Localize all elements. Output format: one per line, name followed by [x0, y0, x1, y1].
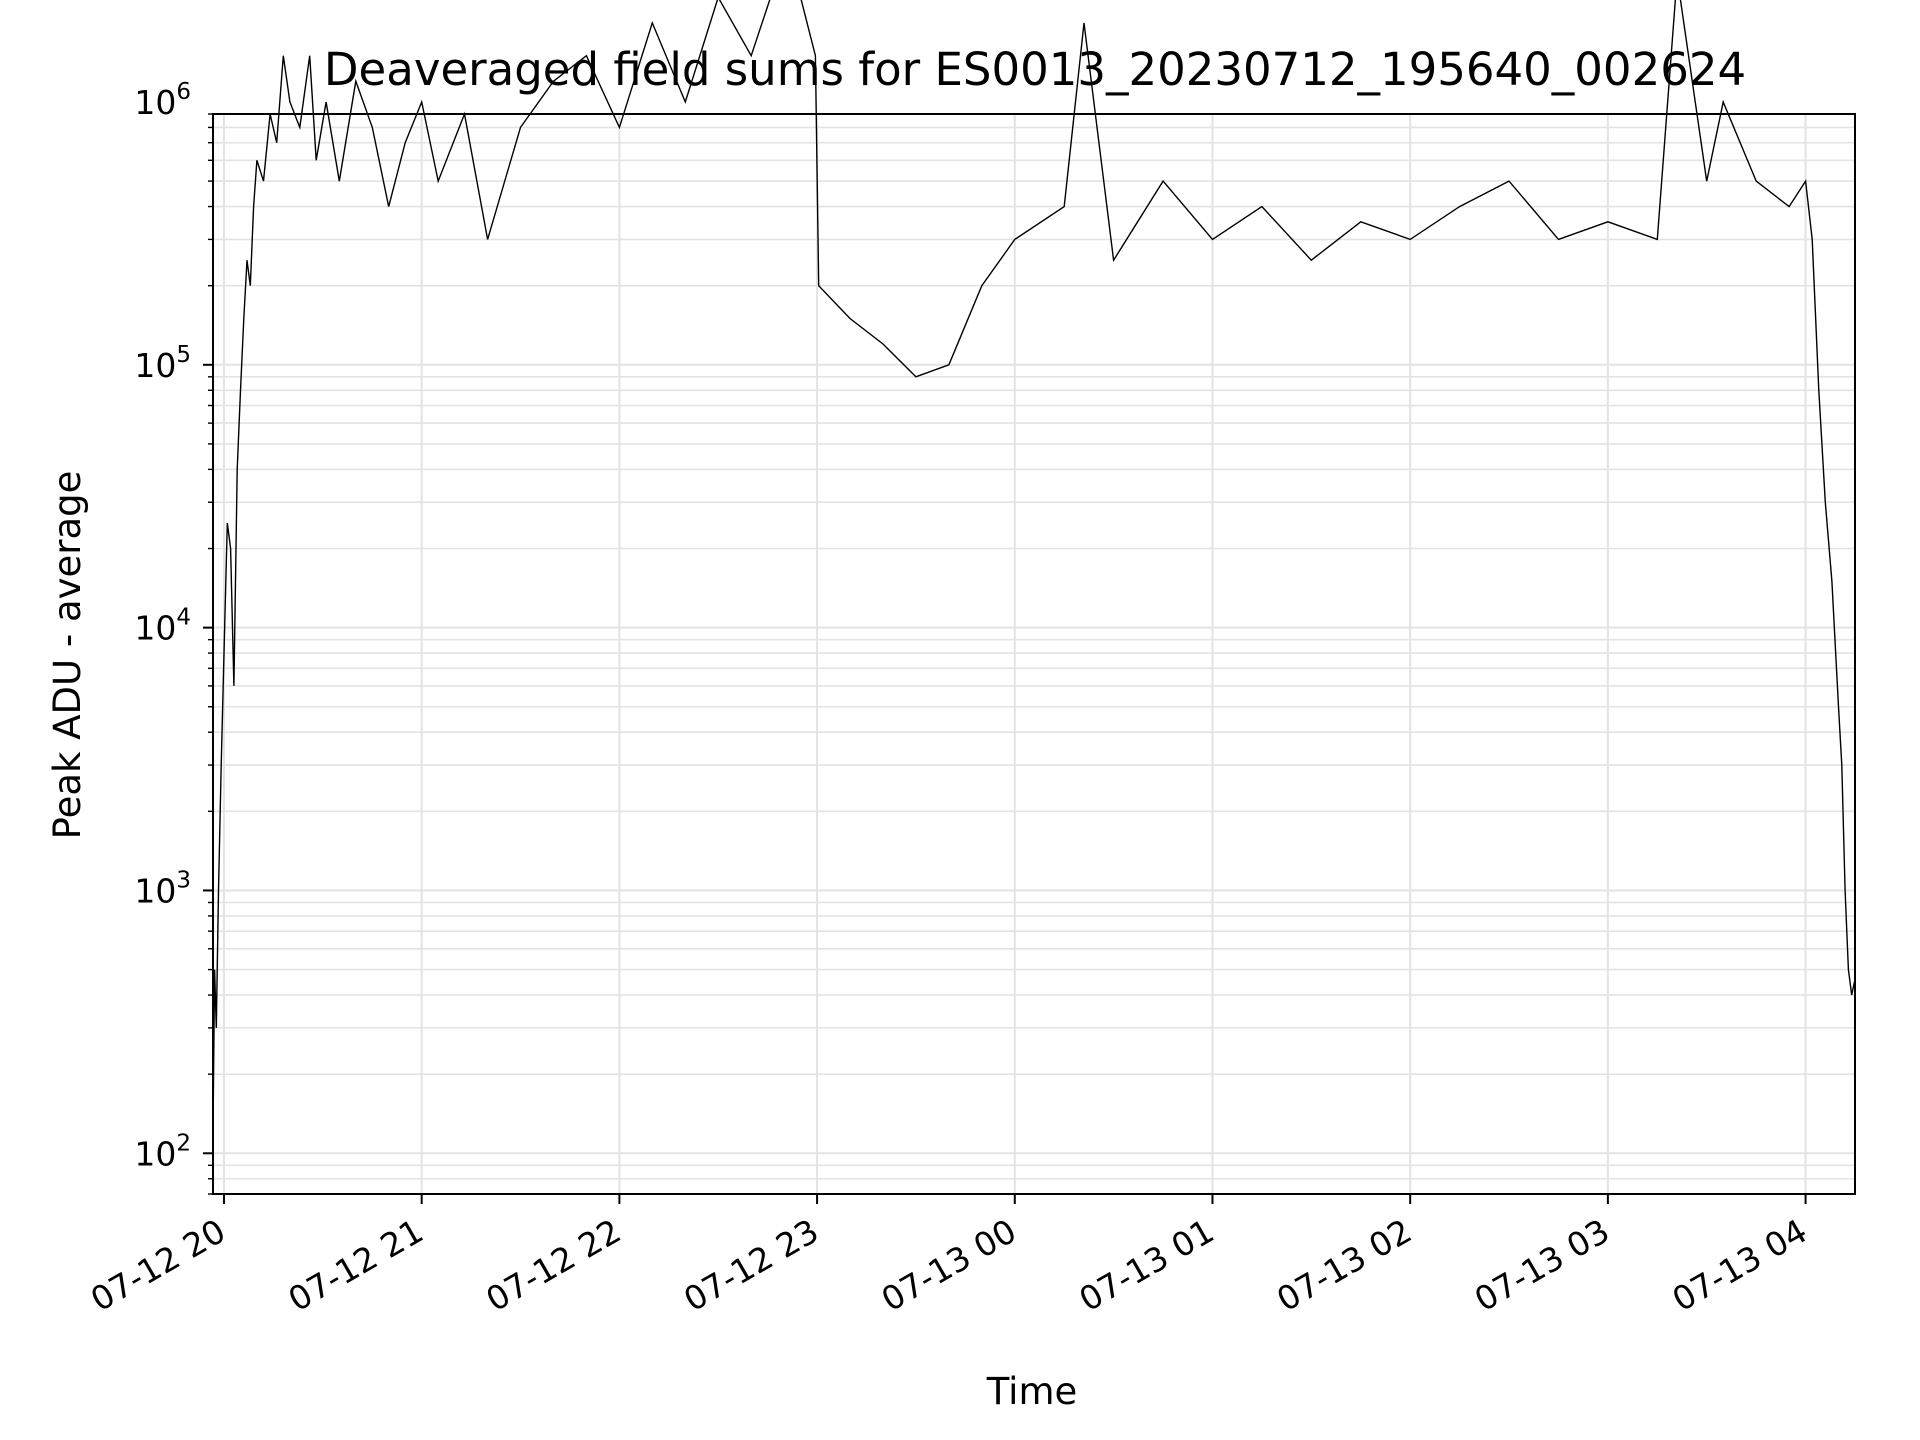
y-tick-label: 105: [134, 342, 191, 385]
plot-frame: [212, 113, 1856, 1195]
series-line: [212, 0, 1856, 1133]
y-axis-label: Peak ADU - average: [46, 471, 89, 840]
y-tick-label: 102: [134, 1130, 191, 1173]
y-axis-ticks: 102 103 104 105 106: [134, 79, 213, 1195]
y-tick-label: 103: [134, 867, 191, 910]
y-tick-label: 104: [134, 605, 191, 648]
x-axis-label: Time: [986, 1370, 1078, 1413]
y-tick-label: 106: [134, 79, 191, 122]
chart-title: Deaveraged field sums for ES0013_2023071…: [324, 43, 1746, 96]
series-layer: [212, 0, 1856, 1133]
